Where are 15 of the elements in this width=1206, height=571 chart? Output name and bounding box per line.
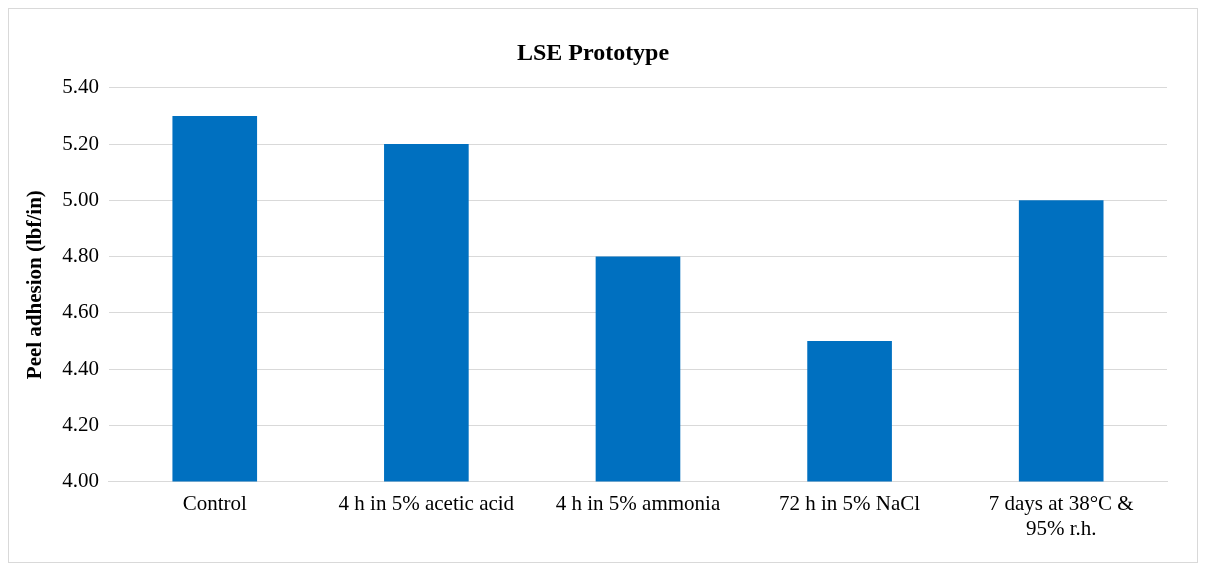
chart-title: LSE Prototype (516, 38, 670, 65)
x-tick-label: 7 days at 38°C & 95% r.h. (988, 490, 1134, 540)
y-tick-label: 4.40 (62, 355, 99, 380)
y-tick-label: 4.00 (62, 468, 99, 493)
y-tick-label: 5.20 (62, 130, 99, 155)
x-tick-label: Control (182, 490, 247, 515)
y-tick-label: 5.40 (62, 74, 99, 99)
y-tick-label: 5.00 (62, 186, 99, 211)
x-tick-label: 4 h in 5% ammonia (555, 490, 721, 515)
x-tick-label: 72 h in 5% NaCl (779, 490, 921, 515)
y-axis-title: Peel adhesion (lbf/in) (22, 190, 47, 380)
y-tick-label: 4.60 (62, 299, 99, 324)
y-tick-label: 4.80 (62, 243, 99, 268)
x-tick-label: 4 h in 5% acetic acid (338, 490, 515, 515)
y-tick-label: 4.20 (62, 411, 99, 436)
